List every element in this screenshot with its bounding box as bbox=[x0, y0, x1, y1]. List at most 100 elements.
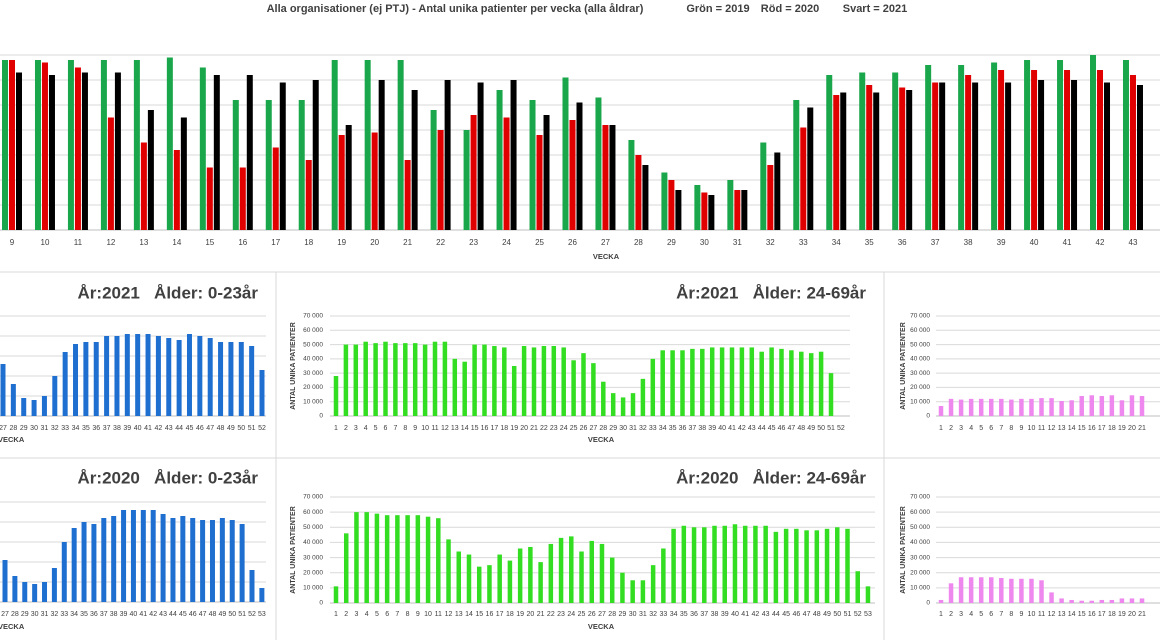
x-tick-label: 15 bbox=[205, 238, 214, 247]
x-tick-label: 42 bbox=[752, 611, 760, 618]
bar bbox=[466, 554, 472, 603]
x-tick-label: 38 bbox=[110, 611, 118, 618]
x-tick-label: 35 bbox=[865, 238, 874, 247]
bar bbox=[938, 406, 944, 416]
bar bbox=[708, 195, 715, 230]
y-tick-label: 60 000 bbox=[910, 509, 930, 516]
x-tick-label: 44 bbox=[169, 611, 177, 618]
x-tick-label: 19 bbox=[337, 238, 346, 247]
x-tick-label: 40 bbox=[130, 611, 138, 618]
bar bbox=[265, 100, 272, 230]
bar bbox=[100, 60, 107, 230]
x-tick-label: 20 bbox=[1128, 611, 1136, 618]
bar bbox=[487, 565, 492, 603]
y-tick-label: 60 000 bbox=[303, 327, 323, 334]
bar bbox=[228, 342, 234, 416]
x-tick-label: 4 bbox=[969, 611, 973, 618]
y-tick-label: 60 000 bbox=[303, 509, 323, 516]
x-tick-label: 34 bbox=[659, 425, 667, 432]
bar bbox=[1009, 399, 1014, 416]
bar bbox=[989, 577, 994, 603]
bar bbox=[41, 62, 48, 230]
bar bbox=[1069, 599, 1074, 603]
bar bbox=[899, 87, 906, 230]
bar bbox=[150, 510, 156, 602]
y-axis-title: ANTAL UNIKA PATIENTER bbox=[900, 506, 907, 594]
bar bbox=[371, 132, 378, 230]
bar bbox=[783, 528, 789, 603]
bar bbox=[741, 190, 748, 230]
bar bbox=[794, 528, 799, 603]
x-tick-label: 5 bbox=[375, 611, 379, 618]
x-tick-label: 42 bbox=[149, 611, 157, 618]
bar bbox=[62, 352, 68, 416]
bar bbox=[800, 127, 807, 230]
x-axis-title: VECKA bbox=[588, 622, 615, 631]
bar bbox=[140, 142, 147, 230]
x-tick-label: 12 bbox=[441, 425, 449, 432]
x-tick-label: 50 bbox=[817, 425, 825, 432]
bar bbox=[774, 152, 781, 230]
x-tick-label: 10 bbox=[1028, 611, 1036, 618]
bar bbox=[343, 533, 349, 603]
bar bbox=[538, 562, 543, 603]
x-tick-label: 31 bbox=[41, 611, 49, 618]
x-tick-label: 38 bbox=[698, 425, 706, 432]
x-tick-label: 47 bbox=[803, 611, 811, 618]
x-tick-label: 28 bbox=[599, 425, 607, 432]
bar bbox=[425, 516, 431, 603]
bar bbox=[865, 586, 871, 603]
y-tick-label: 70 000 bbox=[910, 313, 930, 320]
x-tick-label: 29 bbox=[609, 425, 617, 432]
x-tick-label: 28 bbox=[608, 611, 616, 618]
x-tick-label: 32 bbox=[51, 425, 59, 432]
x-tick-label: 29 bbox=[20, 425, 28, 432]
bar bbox=[333, 586, 339, 603]
x-tick-label: 18 bbox=[506, 611, 514, 618]
bar bbox=[845, 528, 850, 603]
x-tick-label: 1 bbox=[939, 425, 943, 432]
bar bbox=[74, 67, 81, 230]
bar bbox=[206, 167, 213, 230]
x-tick-label: 14 bbox=[1068, 425, 1076, 432]
bar bbox=[948, 398, 954, 416]
bar bbox=[432, 341, 438, 416]
x-tick-label: 17 bbox=[496, 611, 504, 618]
bar bbox=[378, 80, 385, 230]
x-tick-label: 51 bbox=[844, 611, 852, 618]
bar bbox=[660, 350, 665, 416]
x-tick-label: 2 bbox=[344, 611, 348, 618]
bar bbox=[609, 125, 616, 230]
x-tick-label: 49 bbox=[218, 611, 226, 618]
x-tick-label: 38 bbox=[711, 611, 719, 618]
bar bbox=[609, 557, 615, 603]
x-tick-label: 32 bbox=[51, 611, 59, 618]
x-tick-label: 15 bbox=[1078, 425, 1086, 432]
x-tick-label: 10 bbox=[1028, 425, 1036, 432]
x-tick-label: 12 bbox=[1048, 425, 1056, 432]
y-tick-label: 50 000 bbox=[303, 341, 323, 348]
x-tick-label: 48 bbox=[813, 611, 821, 618]
bar bbox=[510, 80, 517, 230]
x-tick-label: 33 bbox=[60, 611, 68, 618]
x-tick-label: 19 bbox=[516, 611, 524, 618]
bar bbox=[1090, 55, 1097, 230]
x-tick-label: 10 bbox=[421, 425, 429, 432]
bar bbox=[999, 578, 1004, 603]
bar bbox=[12, 576, 18, 602]
x-tick-label: 3 bbox=[959, 611, 963, 618]
bar bbox=[373, 343, 378, 416]
bar bbox=[1059, 598, 1064, 603]
x-tick-label: 21 bbox=[1138, 611, 1146, 618]
bar bbox=[93, 342, 99, 416]
bar bbox=[1029, 578, 1034, 603]
bar bbox=[529, 100, 536, 230]
y-axis-title: ANTAL UNIKA PATIENTER bbox=[290, 322, 297, 410]
bar bbox=[709, 347, 715, 416]
bar bbox=[345, 125, 352, 230]
bar bbox=[259, 370, 265, 416]
x-tick-label: 11 bbox=[431, 425, 438, 432]
x-tick-label: 13 bbox=[1058, 611, 1066, 618]
y-tick-label: 10 000 bbox=[910, 585, 930, 592]
bar bbox=[186, 334, 192, 416]
